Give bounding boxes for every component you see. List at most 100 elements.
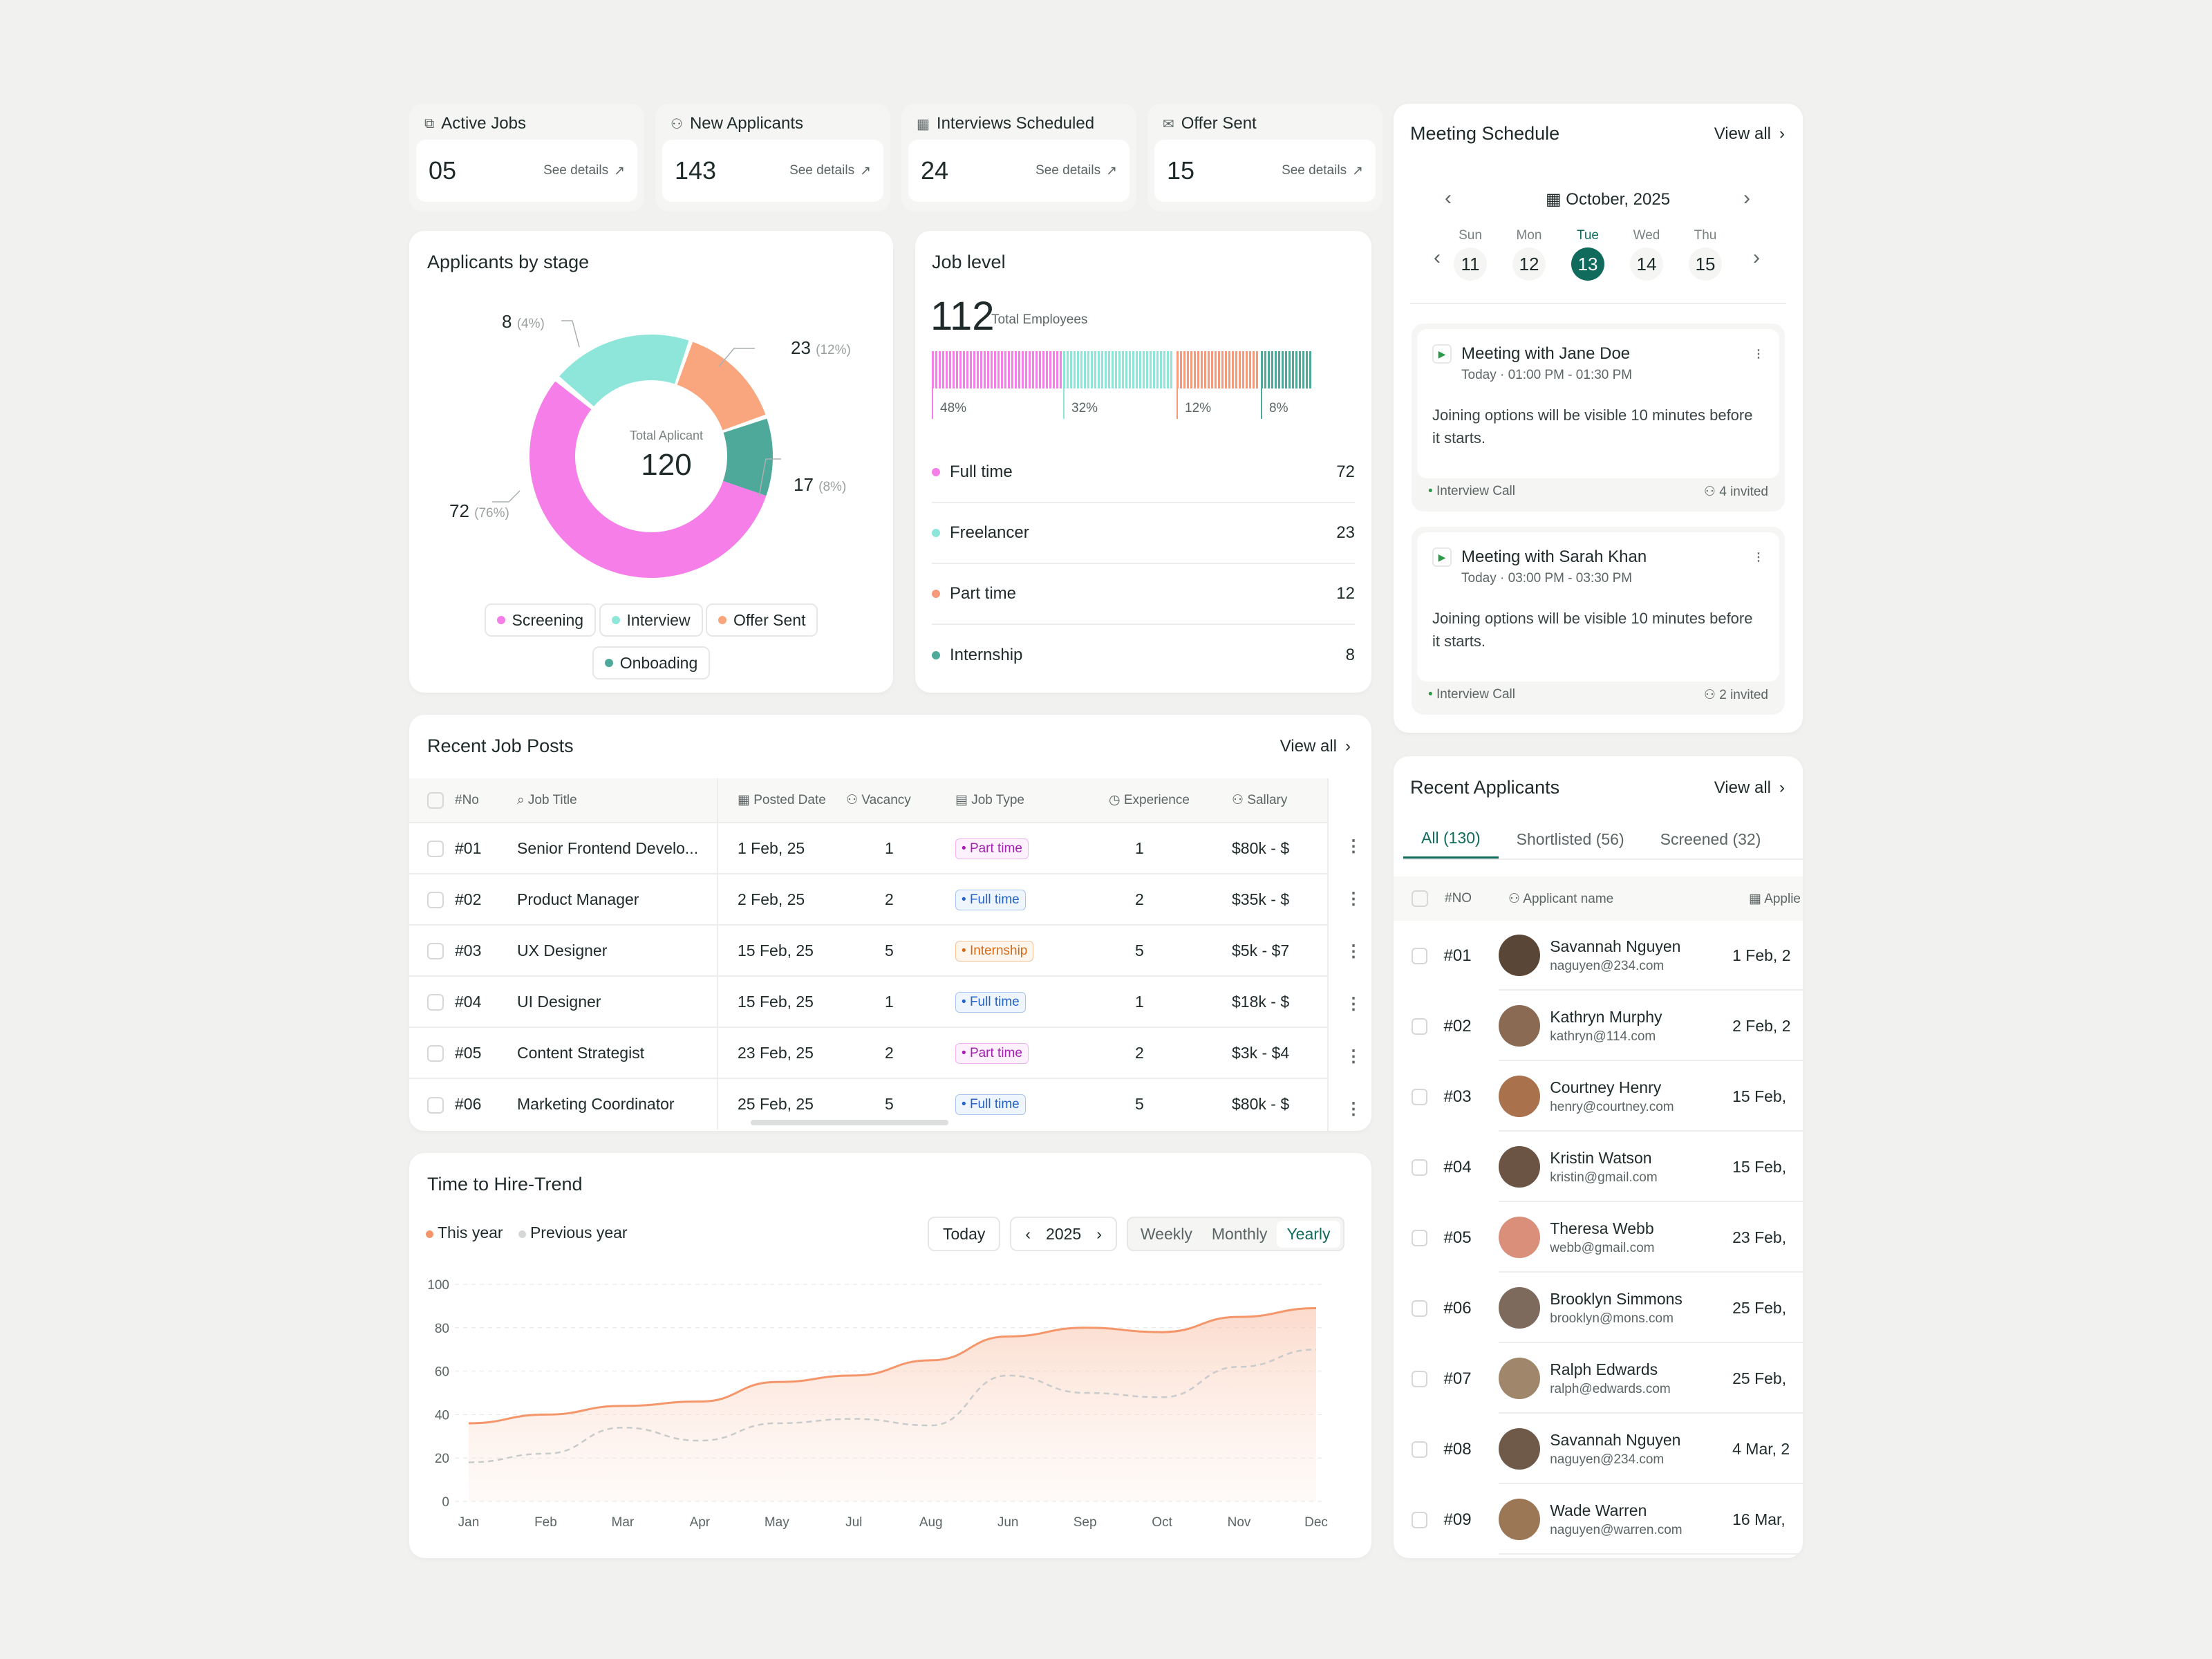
chevron-right-icon: › — [1779, 778, 1785, 797]
row-checkbox[interactable] — [427, 841, 444, 858]
row-more-options-icon[interactable]: ⋮ — [1345, 1047, 1362, 1066]
legend-onboarding[interactable]: Onboading — [592, 646, 711, 679]
avatar — [1499, 935, 1541, 976]
calendar-day-14[interactable]: Wed 14 — [1627, 228, 1667, 281]
row-checkbox[interactable] — [1412, 1512, 1427, 1528]
table-row[interactable]: #02 Product Manager 2 Feb, 25 2 • Full time 2… — [409, 873, 1327, 925]
table-row[interactable]: #03 UX Designer 15 Feb, 25 5 • Internship 5 $5… — [409, 924, 1327, 976]
level-pct-label: 32% — [1071, 401, 1098, 415]
row-checkbox[interactable] — [1412, 1371, 1427, 1387]
tab-shortlisted[interactable]: Shortlisted (56) — [1516, 830, 1624, 848]
job-type-badge: • Part time — [955, 1042, 1029, 1064]
col-posted-date: ▦ Posted Date — [717, 778, 846, 823]
select-all-checkbox[interactable] — [1412, 890, 1428, 907]
row-checkbox[interactable] — [1412, 1300, 1427, 1317]
select-all-checkbox[interactable] — [427, 791, 444, 809]
table-row[interactable]: #04 UI Designer 15 Feb, 25 1 • Full time 1 $18… — [409, 975, 1327, 1027]
col-salary: ⚇ Sallary — [1232, 778, 1327, 823]
time-to-hire-card: Time to Hire-Trend This year Previous ye… — [409, 1153, 1371, 1558]
week-prev-button[interactable]: ‹ — [1434, 246, 1441, 269]
week-next-button[interactable]: › — [1753, 246, 1760, 269]
range-monthly[interactable]: Monthly — [1211, 1224, 1268, 1243]
x-tick-label: Apr — [690, 1515, 711, 1530]
month-next-button[interactable]: › — [1743, 187, 1750, 209]
see-details-link[interactable]: See details ↗ — [789, 163, 871, 178]
row-more-options-icon[interactable]: ⋮ — [1345, 837, 1362, 856]
row-checkbox[interactable] — [1412, 1441, 1427, 1458]
list-item[interactable]: #07 Ralph Edwards ralph@edwards.com 25 Feb, — [1394, 1344, 1803, 1414]
month-label: ▦ October, 2025 — [1545, 190, 1671, 209]
applicants-view-all[interactable]: View all › — [1714, 778, 1785, 797]
more-options-icon[interactable]: ⋮ — [1753, 348, 1764, 360]
users-icon: ⚇ — [671, 116, 683, 132]
calendar-day-15[interactable]: Thu 15 — [1685, 228, 1725, 281]
row-checkbox[interactable] — [427, 1045, 444, 1062]
list-item[interactable]: #06 Brooklyn Simmons brooklyn@mons.com 25 F… — [1394, 1273, 1803, 1344]
list-item[interactable]: #03 Courtney Henry henry@courtney.com 15 Fe… — [1394, 1062, 1803, 1132]
level-segment-1: 32% — [1063, 351, 1172, 419]
list-item[interactable]: #04 Kristin Watson kristin@gmail.com 15 Feb… — [1394, 1132, 1803, 1203]
job-level-row: Full time 72 — [932, 442, 1355, 503]
list-item[interactable]: #01 Savannah Nguyen naguyen@234.com 1 Feb, … — [1394, 921, 1803, 991]
job-level-title: Job level — [932, 252, 1006, 272]
legend-screening[interactable]: Screening — [484, 603, 597, 637]
schedule-view-all[interactable]: View all › — [1714, 124, 1785, 143]
calendar-day-11[interactable]: Sun 11 — [1450, 228, 1490, 281]
row-checkbox[interactable] — [427, 1096, 444, 1114]
row-checkbox[interactable] — [1412, 1230, 1427, 1246]
job-posts-view-all[interactable]: View all › — [1280, 737, 1351, 756]
trend-title: Time to Hire-Trend — [427, 1174, 583, 1194]
table-row[interactable]: #01 Senior Frontend Develo... 1 Feb, 25 1 • … — [409, 822, 1327, 874]
col-applicant-name: ⚇ Applicant name — [1508, 891, 1614, 906]
meeting-card[interactable]: ▶ Meeting with Jane Doe ⋮ Today · 01:00 PM … — [1412, 324, 1785, 512]
today-button[interactable]: Today — [928, 1217, 1001, 1251]
row-checkbox[interactable] — [1412, 1018, 1427, 1035]
arrow-up-right-icon: ↗ — [1106, 163, 1117, 178]
list-item[interactable]: #09 Wade Warren naguyen@warren.com 16 Mar, — [1394, 1485, 1803, 1555]
row-checkbox[interactable] — [1412, 948, 1427, 964]
row-more-options-icon[interactable]: ⋮ — [1345, 1100, 1362, 1118]
donut-segment-interview — [559, 335, 689, 406]
row-checkbox[interactable] — [427, 892, 444, 909]
calendar-day-13[interactable]: Tue 13 — [1568, 228, 1608, 281]
stat-card-new-applicants: ⚇ New Applicants 143 See details ↗ — [655, 104, 890, 212]
list-item[interactable]: #08 Savannah Nguyen naguyen@234.com 4 Mar, … — [1394, 1414, 1803, 1485]
range-weekly[interactable]: Weekly — [1140, 1224, 1192, 1243]
year-next-icon[interactable]: › — [1096, 1224, 1102, 1243]
callout-screening: 72 (76%) — [449, 500, 509, 521]
list-item[interactable]: #02 Kathryn Murphy kathryn@114.com 2 Feb, 2 — [1394, 991, 1803, 1062]
row-checkbox[interactable] — [1412, 1089, 1427, 1105]
donut-center-label: Total Aplicant — [629, 429, 704, 442]
y-tick-label: 60 — [435, 1365, 449, 1380]
year-picker[interactable]: ‹ 2025 › — [1010, 1217, 1117, 1251]
meeting-card[interactable]: ▶ Meeting with Sarah Khan ⋮ Today · 03:00 P… — [1412, 527, 1785, 715]
list-item[interactable]: #05 Theresa Webb webb@gmail.com 23 Feb, — [1394, 1203, 1803, 1273]
row-more-options-icon[interactable]: ⋮ — [1345, 995, 1362, 1013]
see-details-link[interactable]: See details ↗ — [1282, 163, 1363, 178]
col-no: #NO — [1445, 891, 1472, 906]
calendar-day-12[interactable]: Mon 12 — [1509, 228, 1549, 281]
applicants-by-stage-card: Applicants by stage Total Aplicant 120 8… — [409, 231, 893, 693]
x-tick-label: Mar — [612, 1515, 635, 1530]
row-checkbox[interactable] — [427, 994, 444, 1011]
meeting-type: • Interview Call — [1428, 687, 1515, 702]
year-prev-icon[interactable]: ‹ — [1025, 1224, 1031, 1243]
tab-screened[interactable]: Screened (32) — [1660, 830, 1761, 848]
see-details-link[interactable]: See details ↗ — [1035, 163, 1117, 178]
x-tick-label: Jan — [458, 1515, 480, 1530]
horizontal-scrollbar[interactable] — [751, 1120, 948, 1125]
row-checkbox[interactable] — [427, 943, 444, 960]
table-row[interactable]: #05 Content Strategist 23 Feb, 25 2 • Part t… — [409, 1027, 1327, 1078]
legend-offer-sent[interactable]: Offer Sent — [706, 603, 818, 637]
row-checkbox[interactable] — [1412, 1159, 1427, 1176]
legend-interview[interactable]: Interview — [599, 603, 703, 637]
job-posts-header: #No ⌕ Job Title ▦ Posted Date ⚇ Vacancy … — [409, 778, 1327, 823]
range-yearly[interactable]: Yearly — [1277, 1220, 1340, 1248]
month-prev-button[interactable]: ‹ — [1445, 187, 1452, 209]
row-more-options-icon[interactable]: ⋮ — [1345, 890, 1362, 908]
tab-all[interactable]: All (130) — [1403, 820, 1499, 859]
stat-label: Interviews Scheduled — [936, 114, 1095, 133]
more-options-icon[interactable]: ⋮ — [1753, 552, 1764, 563]
see-details-link[interactable]: See details ↗ — [543, 163, 625, 178]
row-more-options-icon[interactable]: ⋮ — [1345, 942, 1362, 961]
